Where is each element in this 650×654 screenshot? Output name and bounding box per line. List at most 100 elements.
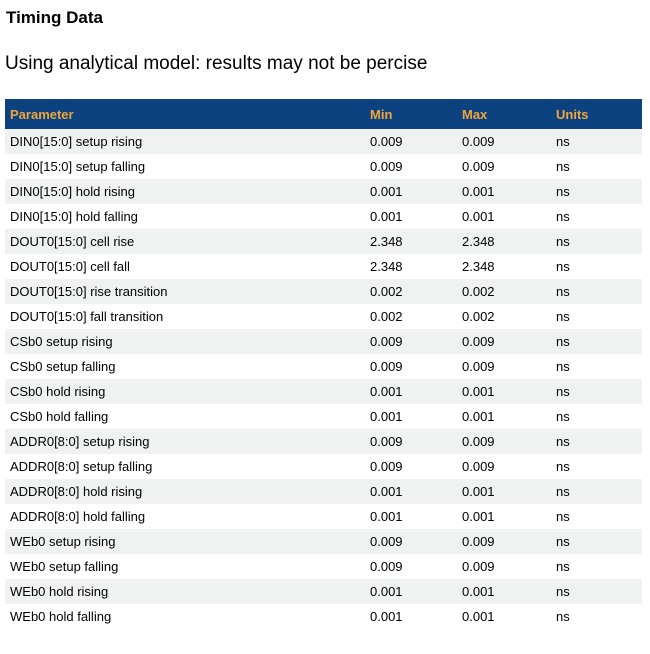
cell-parameter: ADDR0[8:0] setup rising — [10, 434, 150, 449]
table-row: DOUT0[15:0] rise transition 0.002 0.002 ns — [5, 279, 642, 304]
column-header-min: Min — [365, 99, 457, 129]
cell-max: 0.001 — [462, 409, 495, 424]
cell-units: ns — [556, 259, 570, 274]
cell-parameter: CSb0 setup falling — [10, 359, 116, 374]
cell-min: 0.002 — [370, 309, 403, 324]
cell-max: 0.009 — [462, 559, 495, 574]
cell-max: 0.001 — [462, 184, 495, 199]
cell-parameter: WEb0 hold rising — [10, 584, 109, 599]
cell-min: 2.348 — [370, 259, 403, 274]
cell-max: 0.001 — [462, 509, 495, 524]
cell-max: 2.348 — [462, 259, 495, 274]
column-header-max: Max — [457, 99, 551, 129]
column-header-units: Units — [551, 99, 642, 129]
cell-min: 0.001 — [370, 409, 403, 424]
cell-max: 0.001 — [462, 609, 495, 624]
cell-max: 0.001 — [462, 209, 495, 224]
cell-max: 0.009 — [462, 359, 495, 374]
cell-max: 2.348 — [462, 234, 495, 249]
table-row: DIN0[15:0] hold falling 0.001 0.001 ns — [5, 204, 642, 229]
timing-table: Parameter Min Max Units DIN0[15:0] setup… — [5, 99, 642, 629]
column-header-parameter: Parameter — [5, 99, 365, 129]
table-row: CSb0 hold falling 0.001 0.001 ns — [5, 404, 642, 429]
cell-min: 0.009 — [370, 134, 403, 149]
cell-parameter: DOUT0[15:0] cell fall — [10, 259, 130, 274]
cell-parameter: CSb0 setup rising — [10, 334, 113, 349]
table-row: DOUT0[15:0] fall transition 0.002 0.002 ns — [5, 304, 642, 329]
cell-units: ns — [556, 509, 570, 524]
table-row: DOUT0[15:0] cell fall 2.348 2.348 ns — [5, 254, 642, 279]
cell-parameter: WEb0 setup falling — [10, 559, 119, 574]
cell-max: 0.002 — [462, 309, 495, 324]
cell-max: 0.009 — [462, 159, 495, 174]
cell-min: 0.009 — [370, 459, 403, 474]
cell-max: 0.009 — [462, 434, 495, 449]
table-row: ADDR0[8:0] hold falling 0.001 0.001 ns — [5, 504, 642, 529]
cell-parameter: WEb0 hold falling — [10, 609, 112, 624]
cell-units: ns — [556, 134, 570, 149]
cell-min: 0.001 — [370, 384, 403, 399]
cell-units: ns — [556, 359, 570, 374]
cell-units: ns — [556, 209, 570, 224]
cell-units: ns — [556, 159, 570, 174]
cell-max: 0.009 — [462, 334, 495, 349]
cell-min: 0.001 — [370, 184, 403, 199]
cell-max: 0.009 — [462, 459, 495, 474]
table-row: ADDR0[8:0] setup falling 0.009 0.009 ns — [5, 454, 642, 479]
cell-parameter: ADDR0[8:0] hold rising — [10, 484, 143, 499]
cell-parameter: DIN0[15:0] setup rising — [10, 134, 143, 149]
cell-parameter: ADDR0[8:0] hold falling — [10, 509, 146, 524]
cell-units: ns — [556, 234, 570, 249]
cell-units: ns — [556, 384, 570, 399]
table-row: WEb0 setup falling 0.009 0.009 ns — [5, 554, 642, 579]
cell-units: ns — [556, 609, 570, 624]
table-row: DIN0[15:0] hold rising 0.001 0.001 ns — [5, 179, 642, 204]
timing-report-page: Timing Data Using analytical model: resu… — [0, 8, 650, 629]
cell-parameter: WEb0 setup rising — [10, 534, 116, 549]
cell-min: 0.009 — [370, 359, 403, 374]
cell-parameter: DOUT0[15:0] rise transition — [10, 284, 168, 299]
cell-max: 0.001 — [462, 484, 495, 499]
cell-parameter: DOUT0[15:0] fall transition — [10, 309, 164, 324]
table-row: CSb0 setup rising 0.009 0.009 ns — [5, 329, 642, 354]
cell-min: 0.009 — [370, 334, 403, 349]
cell-max: 0.002 — [462, 284, 495, 299]
cell-units: ns — [556, 584, 570, 599]
table-row: WEb0 hold falling 0.001 0.001 ns — [5, 604, 642, 629]
cell-units: ns — [556, 284, 570, 299]
cell-parameter: DIN0[15:0] hold falling — [10, 209, 138, 224]
table-row: CSb0 setup falling 0.009 0.009 ns — [5, 354, 642, 379]
cell-units: ns — [556, 409, 570, 424]
cell-units: ns — [556, 559, 570, 574]
cell-min: 0.001 — [370, 484, 403, 499]
cell-min: 0.001 — [370, 609, 403, 624]
cell-parameter: DIN0[15:0] setup falling — [10, 159, 146, 174]
cell-min: 0.009 — [370, 434, 403, 449]
cell-units: ns — [556, 484, 570, 499]
table-row: CSb0 hold rising 0.001 0.001 ns — [5, 379, 642, 404]
cell-min: 0.001 — [370, 509, 403, 524]
page-subtitle: Using analytical model: results may not … — [5, 53, 428, 74]
cell-max: 0.009 — [462, 134, 495, 149]
cell-units: ns — [556, 184, 570, 199]
table-row: ADDR0[8:0] setup rising 0.009 0.009 ns — [5, 429, 642, 454]
table-row: DOUT0[15:0] cell rise 2.348 2.348 ns — [5, 229, 642, 254]
cell-min: 0.009 — [370, 534, 403, 549]
table-row: DIN0[15:0] setup rising 0.009 0.009 ns — [5, 129, 642, 154]
cell-units: ns — [556, 459, 570, 474]
cell-units: ns — [556, 434, 570, 449]
cell-min: 0.009 — [370, 159, 403, 174]
cell-parameter: ADDR0[8:0] setup falling — [10, 459, 153, 474]
cell-max: 0.001 — [462, 384, 495, 399]
cell-parameter: CSb0 hold falling — [10, 409, 109, 424]
table-row: ADDR0[8:0] hold rising 0.001 0.001 ns — [5, 479, 642, 504]
cell-min: 0.001 — [370, 584, 403, 599]
cell-min: 0.009 — [370, 559, 403, 574]
cell-max: 0.001 — [462, 584, 495, 599]
cell-min: 2.348 — [370, 234, 403, 249]
page-title: Timing Data — [6, 8, 103, 27]
table-row: WEb0 hold rising 0.001 0.001 ns — [5, 579, 642, 604]
table-header-row: Parameter Min Max Units — [5, 99, 642, 129]
cell-units: ns — [556, 334, 570, 349]
cell-parameter: DIN0[15:0] hold rising — [10, 184, 136, 199]
